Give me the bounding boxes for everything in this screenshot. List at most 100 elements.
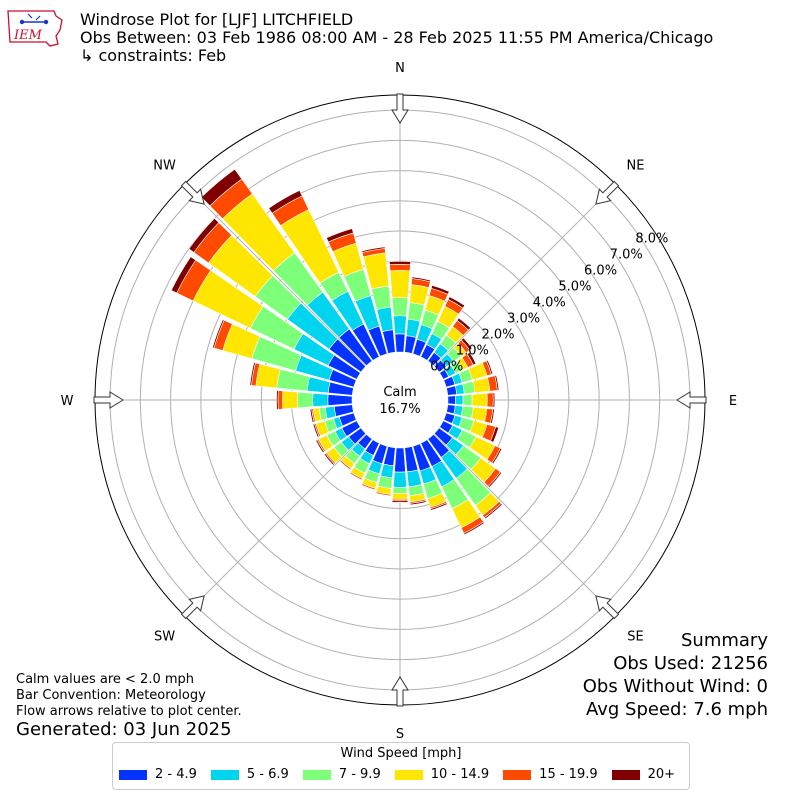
wind-bar-segment bbox=[371, 285, 392, 310]
summary-block: Summary Obs Used: 21256 Obs Without Wind… bbox=[583, 629, 768, 721]
avg-speed: Avg Speed: 7.6 mph bbox=[586, 699, 768, 720]
wind-bar-segment bbox=[491, 447, 503, 465]
wind-bar-segment bbox=[411, 276, 432, 283]
radial-tick-labels: 0.0%1.0%2.0% 3.0%4.0%5.0%6.0%7.0%8.0% bbox=[430, 231, 668, 374]
calm-value: 16.7% bbox=[379, 402, 420, 417]
wind-bar-segment bbox=[447, 296, 466, 309]
legend-items: 2 - 4.9 5 - 6.9 7 - 9.9 10 - 14.9 15 - 1… bbox=[119, 767, 689, 782]
radial-tick-label: 3.0% bbox=[507, 311, 540, 326]
radial-tick-label: 4.0% bbox=[533, 295, 566, 310]
wind-bar-segment bbox=[409, 500, 427, 506]
legend-swatch bbox=[394, 769, 423, 780]
wind-bar-segment bbox=[406, 469, 423, 488]
wind-bar-segment bbox=[389, 270, 411, 299]
direction-gridline bbox=[183, 183, 367, 367]
direction-gridline bbox=[433, 183, 617, 367]
summary-title: Summary bbox=[681, 630, 768, 651]
wind-bar-segment bbox=[309, 408, 315, 423]
legend-label: 15 - 19.9 bbox=[539, 767, 598, 782]
wind-bar-segment bbox=[361, 246, 386, 253]
wind-bar-segment bbox=[339, 460, 351, 471]
compass-label: NW bbox=[153, 159, 176, 174]
wind-bars bbox=[170, 168, 503, 536]
wind-bar-segment bbox=[460, 337, 473, 351]
wind-bar-segment bbox=[460, 405, 474, 419]
wind-bar-segment bbox=[255, 363, 281, 389]
wind-bar-segment bbox=[360, 484, 376, 491]
wind-bar-segment bbox=[446, 385, 458, 396]
wind-bar-segment bbox=[392, 492, 408, 500]
wind-bar-segment bbox=[200, 168, 243, 207]
radial-tick-label: 6.0% bbox=[584, 263, 617, 278]
radial-tick-label: 7.0% bbox=[610, 247, 643, 262]
wind-bar-segment bbox=[392, 486, 408, 494]
flow-arrow bbox=[180, 595, 205, 620]
chart-title: Windrose Plot for [LJF] LITCHFIELD bbox=[80, 10, 354, 29]
legend-item: 5 - 6.9 bbox=[210, 767, 289, 782]
calm-label: Calm bbox=[383, 385, 416, 400]
chart-constraints: ↳ constraints: Feb bbox=[80, 46, 227, 65]
radial-tick-label: 8.0% bbox=[635, 231, 668, 246]
wind-bar-segment bbox=[188, 217, 220, 253]
obs-without-wind: Obs Without Wind: 0 bbox=[582, 676, 768, 697]
chart-header: Windrose Plot for [LJF] LITCHFIELD Obs B… bbox=[80, 11, 713, 65]
wind-bar-segment bbox=[494, 374, 500, 391]
wind-bar-segment bbox=[483, 502, 503, 520]
notes-block: Calm values are < 2.0 mph Bar Convention… bbox=[16, 672, 242, 720]
wind-bar-segment bbox=[407, 302, 425, 322]
radial-tick-label: 5.0% bbox=[558, 279, 591, 294]
wind-bar-segment bbox=[487, 471, 503, 488]
generated-date: Generated: 03 Jun 2025 bbox=[16, 719, 232, 740]
legend-item: 7 - 9.9 bbox=[302, 767, 381, 782]
wind-bar-segment bbox=[389, 264, 411, 272]
wind-bar-segment bbox=[447, 395, 456, 405]
flow-arrows bbox=[93, 93, 707, 707]
compass-label: NE bbox=[626, 159, 644, 174]
svg-text:IEM: IEM bbox=[13, 28, 43, 43]
wind-bar-segment bbox=[490, 408, 495, 424]
wind-bar-segment bbox=[430, 502, 448, 511]
compass-label: S bbox=[396, 727, 404, 742]
wind-bar-segment bbox=[326, 228, 354, 243]
compass-labels: N NE E SE S SW W NW bbox=[61, 61, 738, 742]
wind-bar-segment bbox=[349, 472, 363, 482]
wind-bar-segment bbox=[486, 392, 494, 408]
compass-label: SW bbox=[154, 629, 175, 644]
wind-bar-segment bbox=[471, 406, 488, 423]
wind-bar-segment bbox=[277, 390, 284, 410]
wind-bar-segment bbox=[394, 333, 406, 353]
direction-gridline bbox=[433, 433, 617, 617]
obs-used: Obs Used: 21256 bbox=[613, 653, 768, 674]
flow-arrow bbox=[595, 180, 620, 205]
wind-bar-segment bbox=[380, 463, 394, 479]
compass-label: SE bbox=[627, 629, 643, 644]
legend-item: 15 - 19.9 bbox=[503, 767, 598, 782]
wind-bar-segment bbox=[327, 394, 353, 406]
iem-logo: IEM bbox=[6, 8, 66, 50]
flow-arrow bbox=[595, 595, 620, 620]
legend-swatch bbox=[302, 769, 331, 780]
wind-bar-segment bbox=[282, 390, 299, 410]
calm-note: Calm values are < 2.0 mph bbox=[16, 672, 195, 687]
convention-note: Bar Convention: Meteorology bbox=[16, 688, 206, 703]
wind-bar-segment bbox=[456, 317, 472, 331]
flow-arrow bbox=[676, 391, 707, 409]
wind-bar-segment bbox=[391, 297, 409, 317]
flow-arrow bbox=[391, 676, 409, 707]
legend-item: 10 - 14.9 bbox=[394, 767, 489, 782]
radial-tick-label: 1.0% bbox=[456, 344, 489, 359]
wind-bar-segment bbox=[490, 426, 500, 443]
wind-bar-segment bbox=[492, 392, 496, 408]
legend-swatch bbox=[611, 769, 640, 780]
wind-bar-segment bbox=[297, 391, 314, 409]
radial-tick-label: 0.0% bbox=[430, 360, 463, 375]
legend-item: 2 - 4.9 bbox=[119, 767, 197, 782]
compass-label: W bbox=[61, 394, 74, 409]
wind-bar-segment bbox=[312, 423, 320, 438]
flow-note: Flow arrows relative to plot center. bbox=[16, 704, 242, 719]
wind-bar-segment bbox=[249, 362, 256, 386]
wind-bar-segment bbox=[463, 521, 485, 536]
legend-label: 20+ bbox=[647, 767, 676, 782]
wind-bar-segment bbox=[268, 189, 303, 214]
